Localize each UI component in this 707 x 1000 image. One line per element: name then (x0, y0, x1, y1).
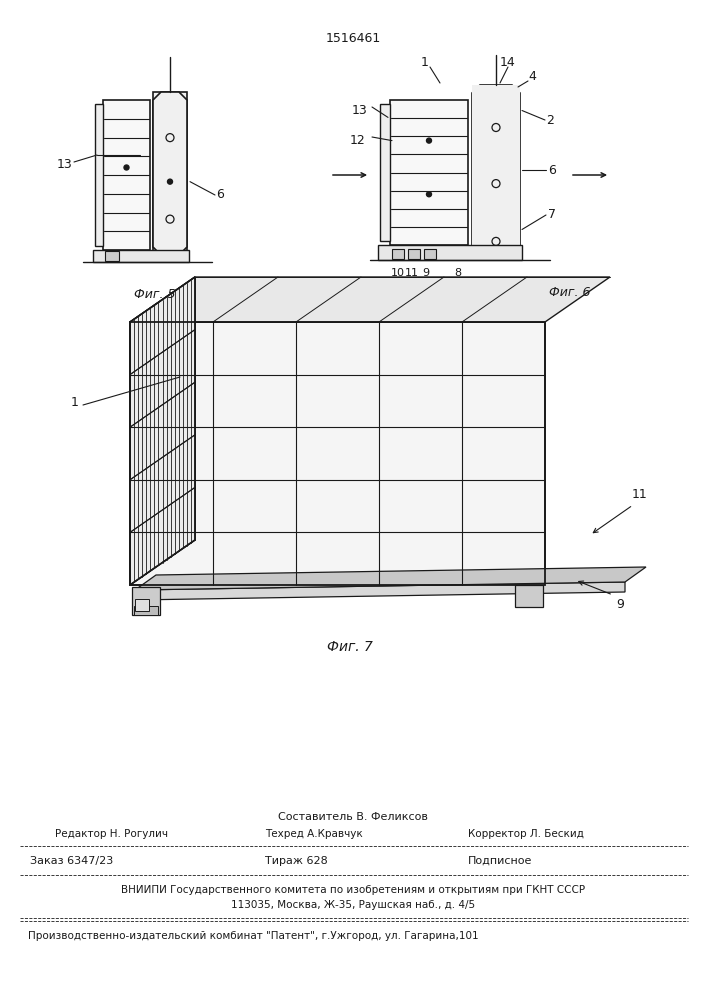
Text: Тираж 628: Тираж 628 (265, 856, 328, 866)
Text: 12: 12 (350, 133, 366, 146)
Text: 13: 13 (352, 104, 368, 116)
Bar (424, 249, 436, 259)
Text: Редактор Н. Рогулич: Редактор Н. Рогулич (55, 829, 168, 839)
Text: Заказ 6347/23: Заказ 6347/23 (30, 856, 113, 866)
Polygon shape (135, 582, 625, 600)
Bar (132, 587, 160, 615)
Text: Фиг. 6: Фиг. 6 (549, 286, 591, 298)
Polygon shape (130, 277, 610, 322)
Bar (390, 100, 468, 245)
Bar (134, 606, 158, 615)
Text: 113035, Москва, Ж-35, Раушская наб., д. 4/5: 113035, Москва, Ж-35, Раушская наб., д. … (231, 900, 475, 910)
Polygon shape (130, 322, 545, 585)
Text: 7: 7 (548, 209, 556, 222)
Polygon shape (130, 277, 195, 585)
Text: Составитель В. Феликсов: Составитель В. Феликсов (278, 812, 428, 822)
Bar (105, 251, 119, 261)
Bar (515, 585, 543, 607)
Bar (472, 85, 520, 255)
Text: 9: 9 (423, 268, 430, 278)
Bar (380, 104, 390, 241)
Circle shape (426, 192, 431, 197)
Text: Фиг. 7: Фиг. 7 (327, 640, 373, 654)
Text: Производственно-издательский комбинат "Патент", г.Ужгород, ул. Гагарина,101: Производственно-издательский комбинат "П… (28, 931, 479, 941)
Text: 4: 4 (528, 70, 536, 84)
Bar (103, 100, 150, 250)
Text: 11: 11 (632, 488, 648, 502)
Polygon shape (153, 92, 187, 255)
Text: 6: 6 (548, 163, 556, 176)
Bar (378, 245, 522, 260)
Circle shape (426, 138, 431, 143)
Text: 14: 14 (500, 56, 516, 70)
Bar (392, 249, 404, 259)
Text: 11: 11 (405, 268, 419, 278)
Text: Фиг. 5: Фиг. 5 (134, 288, 176, 302)
Bar (93, 250, 189, 262)
Bar (408, 249, 420, 259)
Circle shape (168, 179, 173, 184)
Bar (95, 104, 103, 246)
Text: 9: 9 (616, 598, 624, 611)
Circle shape (124, 165, 129, 170)
Text: ВНИИПИ Государственного комитета по изобретениям и открытиям при ГКНТ СССР: ВНИИПИ Государственного комитета по изоб… (121, 885, 585, 895)
Bar (153, 92, 187, 255)
Text: 1: 1 (71, 395, 79, 408)
Text: Техред А.Кравчук: Техред А.Кравчук (265, 829, 363, 839)
Text: Подписное: Подписное (468, 856, 532, 866)
Text: 1: 1 (421, 56, 429, 70)
Text: 13: 13 (57, 158, 73, 172)
Text: 8: 8 (455, 268, 462, 278)
Text: Корректор Л. Бескид: Корректор Л. Бескид (468, 829, 584, 839)
Polygon shape (472, 85, 520, 255)
Text: 10: 10 (391, 268, 405, 278)
Text: 1516461: 1516461 (325, 31, 380, 44)
Polygon shape (135, 567, 646, 590)
Bar (135, 599, 149, 611)
Text: 6: 6 (216, 188, 224, 202)
Text: 2: 2 (546, 113, 554, 126)
